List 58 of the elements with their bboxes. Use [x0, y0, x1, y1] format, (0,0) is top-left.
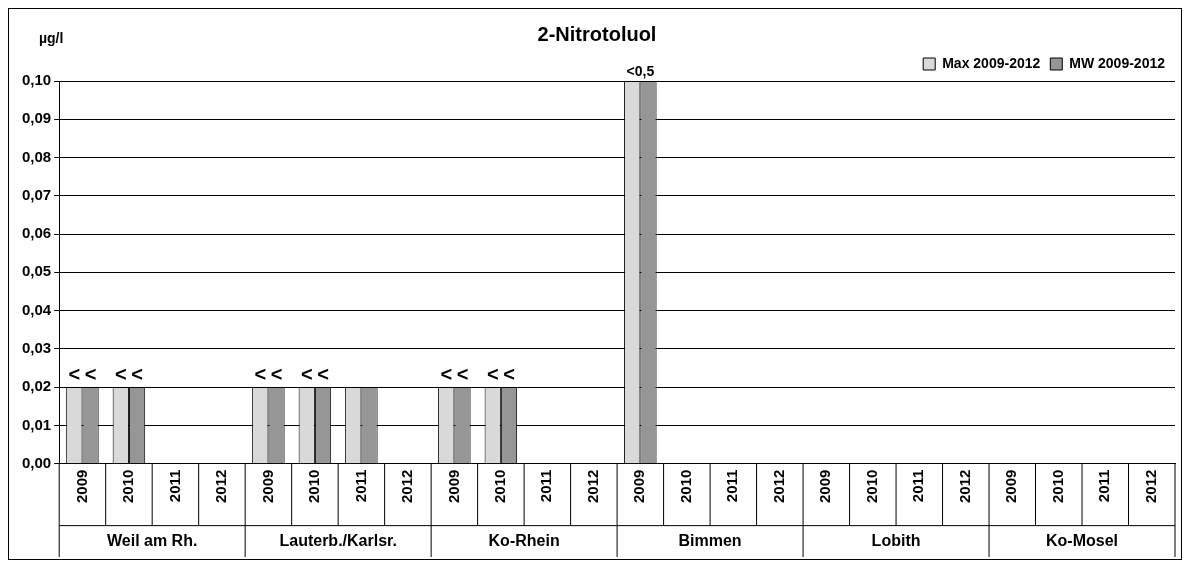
y-tick-label: 0,08 [21, 147, 52, 165]
y-tick-label: 0,10 [21, 71, 52, 89]
x-tick-label: 2009 [1002, 469, 1020, 504]
text: Lobith [871, 531, 921, 549]
x-tick-label: 2009 [72, 469, 90, 504]
x-tick-label: 2011 [351, 469, 369, 503]
data-label: < [254, 362, 267, 385]
y-tick-label: 0,07 [21, 185, 52, 203]
x-tick-label: 2009 [630, 469, 648, 504]
x-tick-label: 2010 [1048, 469, 1066, 504]
data-label: < [486, 362, 499, 385]
x-tick-label: 2011 [537, 469, 555, 503]
legend-label: MW 2009-2012 [1069, 54, 1166, 71]
x-tick-label: 2009 [258, 469, 276, 504]
text: Weil am Rh. [106, 531, 198, 549]
data-label: < [300, 362, 313, 385]
data-label: <0,5 [626, 62, 655, 79]
x-tick-label: 2012 [212, 469, 230, 504]
y-tick-label: 0,01 [21, 415, 52, 433]
y-tick-label: 0,05 [21, 262, 52, 280]
y-tick-label: 0,00 [21, 453, 52, 471]
y-tick-label: 0,02 [21, 377, 52, 395]
data-label: < [114, 362, 127, 385]
data-label: < [68, 362, 81, 385]
x-tick-label: 2011 [1095, 469, 1113, 503]
data-label: < [456, 362, 469, 385]
x-tick-label: 2011 [165, 469, 183, 503]
data-label: < [317, 362, 329, 385]
x-tick-label: 2010 [676, 469, 694, 504]
x-tick-label: 2012 [583, 469, 601, 504]
data-label: < [440, 362, 453, 385]
x-tick-label: 2009 [444, 469, 462, 504]
y-tick-label: 0,06 [21, 224, 52, 242]
data-label: < [131, 362, 143, 385]
x-tick-label: 2011 [909, 469, 927, 503]
y-tick-label: 0,09 [21, 109, 52, 127]
text: Ko-Rhein [488, 531, 560, 549]
x-tick-label: 2012 [769, 469, 787, 504]
text: Lauterb./Karlsr. [279, 531, 397, 549]
x-tick-label: 2009 [816, 469, 834, 504]
text: Bimmen [678, 531, 742, 549]
x-tick-label: 2010 [119, 469, 137, 504]
x-tick-label: 2010 [491, 469, 509, 504]
x-tick-label: 2010 [862, 469, 880, 504]
data-label: < [84, 362, 97, 385]
chart-title: 2-Nitrotoluol [537, 22, 657, 45]
y-tick-label: 0,04 [21, 300, 52, 318]
y-axis-title: µg/l [39, 29, 64, 46]
x-tick-label: 2010 [305, 469, 323, 504]
data-label: < [503, 362, 515, 385]
text: Ko-Mosel [1046, 531, 1119, 549]
legend-label: Max 2009-2012 [942, 54, 1041, 71]
x-tick-label: 2012 [955, 469, 973, 504]
data-label: < [270, 362, 283, 385]
x-tick-label: 2012 [1141, 469, 1159, 504]
x-tick-label: 2012 [398, 469, 416, 504]
y-tick-label: 0,03 [21, 338, 52, 356]
x-tick-label: 2011 [723, 469, 741, 503]
